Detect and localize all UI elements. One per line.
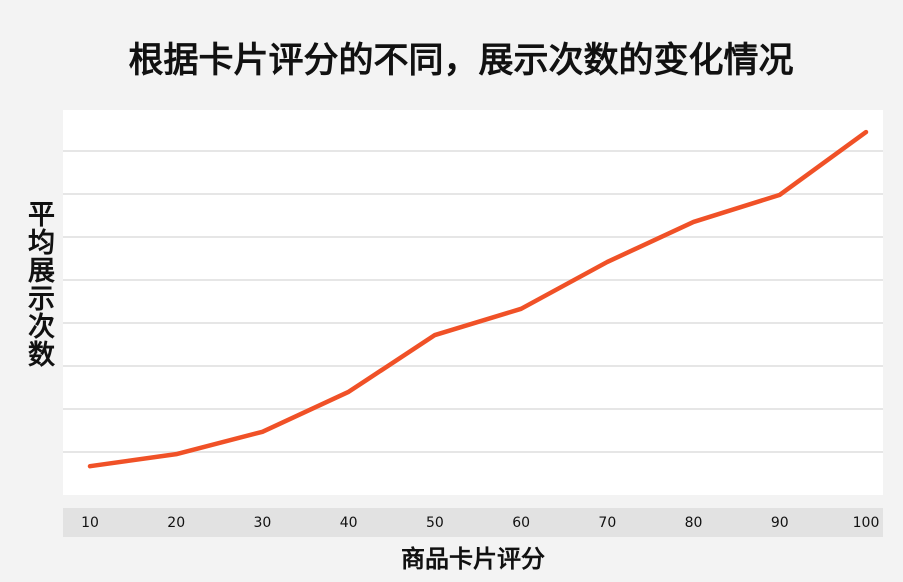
x-axis-band — [63, 508, 883, 537]
x-tick-label: 30 — [254, 515, 272, 531]
chart-title: 根据卡片评分的不同，展示次数的变化情况 — [128, 41, 793, 81]
x-tick-label: 70 — [598, 515, 616, 531]
y-axis-label: 平均展示次数 — [23, 200, 54, 368]
x-tick-label: 90 — [771, 515, 789, 531]
plot-area — [63, 110, 883, 495]
x-tick-label: 60 — [512, 515, 530, 531]
x-tick-label: 80 — [685, 515, 703, 531]
x-tick-label: 20 — [167, 515, 185, 531]
x-tick-label: 50 — [426, 515, 444, 531]
x-tick-label: 40 — [340, 515, 358, 531]
x-axis-label: 商品卡片评分 — [401, 545, 545, 573]
x-tick-label: 10 — [81, 515, 99, 531]
x-tick-label: 100 — [853, 515, 880, 531]
line — [87, 129, 869, 469]
